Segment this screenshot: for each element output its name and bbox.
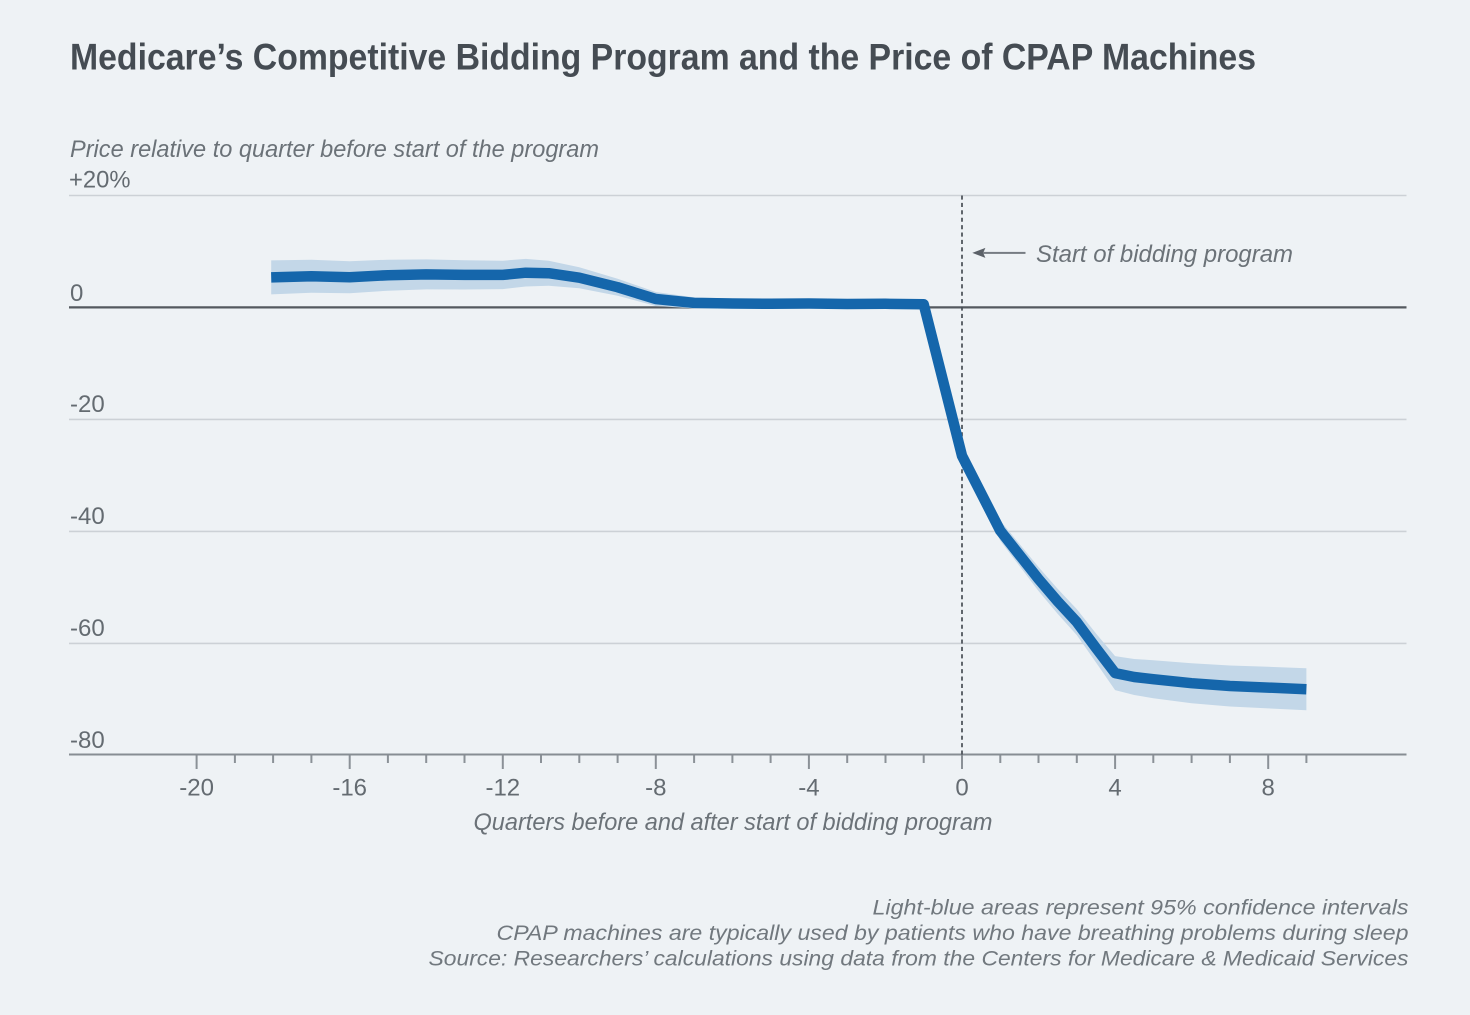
svg-text:-60: -60 [70, 615, 105, 642]
svg-text:-40: -40 [70, 503, 105, 530]
svg-text:Start of bidding program: Start of bidding program [1036, 241, 1293, 268]
svg-text:-80: -80 [70, 727, 105, 754]
svg-text:-20: -20 [179, 775, 214, 802]
svg-text:CPAP machines are typically us: CPAP machines are typically used by pati… [497, 921, 1409, 945]
svg-text:-16: -16 [332, 775, 367, 802]
svg-text:Quarters before and after star: Quarters before and after start of biddi… [474, 809, 993, 836]
svg-text:8: 8 [1262, 775, 1275, 802]
svg-text:4: 4 [1108, 775, 1121, 802]
svg-text:-8: -8 [645, 775, 666, 802]
svg-text:0: 0 [955, 775, 968, 802]
svg-text:-20: -20 [70, 391, 105, 418]
svg-text:0: 0 [70, 280, 83, 307]
svg-text:-12: -12 [485, 775, 520, 802]
svg-text:Source: Researchers’ calculati: Source: Researchers’ calculations using … [429, 947, 1409, 971]
svg-text:+20%: +20% [69, 167, 131, 194]
svg-text:Price relative to quarter befo: Price relative to quarter before start o… [70, 136, 599, 163]
svg-text:-4: -4 [798, 775, 819, 802]
svg-text:Medicare’s Competitive Bidding: Medicare’s Competitive Bidding Program a… [70, 37, 1256, 78]
svg-text:Light-blue areas represent 95%: Light-blue areas represent 95% confidenc… [873, 896, 1409, 920]
